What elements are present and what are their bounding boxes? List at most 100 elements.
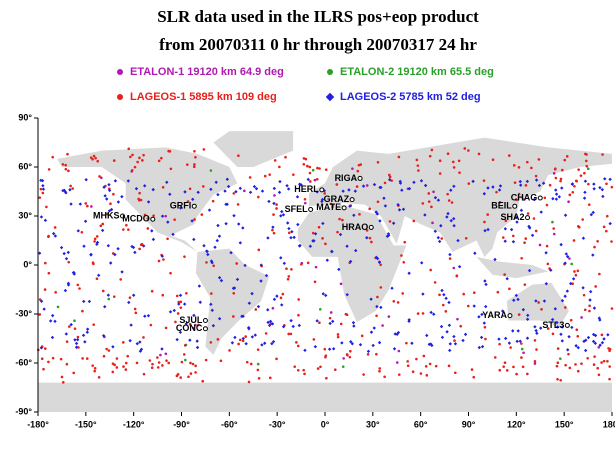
track-dot <box>188 338 192 342</box>
track-dot <box>484 282 488 287</box>
track-dot <box>597 346 601 349</box>
track-dot <box>576 269 580 273</box>
track-dot <box>115 357 119 360</box>
landmass <box>297 204 407 323</box>
track-dot <box>168 310 173 314</box>
track-dot <box>182 353 186 356</box>
track-dot <box>152 214 155 217</box>
track-dot <box>491 185 495 189</box>
track-dot <box>308 171 312 175</box>
track-dot <box>491 158 495 162</box>
track-dot <box>351 320 356 325</box>
track-dot <box>206 252 210 257</box>
track-dot <box>520 256 523 260</box>
track-dot <box>458 171 461 174</box>
track-dot <box>503 239 507 243</box>
track-dot <box>309 180 312 183</box>
track-dot <box>472 375 476 379</box>
track-dot <box>302 368 305 372</box>
track-dot <box>281 213 286 217</box>
track-dot <box>415 357 418 361</box>
track-dot <box>446 192 449 196</box>
track-dot <box>376 295 379 299</box>
legend-label: ETALON-1 19120 km 64.9 deg <box>130 66 284 78</box>
track-dot <box>244 335 247 338</box>
track-dot <box>587 203 591 206</box>
track-dot <box>91 364 94 367</box>
track-dot <box>177 302 181 306</box>
track-dot <box>39 215 44 219</box>
track-dot <box>204 358 208 362</box>
track-dot <box>507 154 511 157</box>
track-dot <box>81 333 86 338</box>
track-dot <box>95 242 99 246</box>
track-dot <box>549 268 553 272</box>
track-dot <box>183 358 187 362</box>
track-dot <box>252 184 257 189</box>
track-dot <box>86 204 89 208</box>
track-dot <box>376 200 380 204</box>
track-dot <box>450 201 454 204</box>
track-dot <box>99 224 103 228</box>
track-dot <box>457 265 462 269</box>
track-dot <box>183 190 187 194</box>
track-dot <box>69 202 73 206</box>
track-dot <box>565 254 570 259</box>
track-dot <box>90 205 93 208</box>
track-dot <box>297 298 300 301</box>
track-dot <box>410 341 414 345</box>
track-dot <box>107 209 112 213</box>
track-dot <box>281 292 285 296</box>
track-dot <box>407 271 411 275</box>
track-dot <box>440 288 444 293</box>
track-dot <box>124 361 128 365</box>
track-dot <box>477 345 482 350</box>
track-dot <box>89 156 93 159</box>
track-dot <box>555 325 560 329</box>
track-dot <box>427 192 431 195</box>
track-dot <box>237 342 240 346</box>
track-dot <box>257 195 260 199</box>
track-dot <box>286 187 291 191</box>
track-dot <box>585 164 589 168</box>
track-dot <box>250 291 254 296</box>
track-dot <box>601 194 605 199</box>
track-dot <box>519 208 524 213</box>
track-dot <box>553 307 558 311</box>
legend-marker <box>117 69 123 75</box>
track-dot <box>324 242 327 246</box>
track-dot <box>209 169 213 172</box>
track-dot <box>78 287 81 290</box>
track-dot <box>100 228 105 233</box>
track-dot <box>92 154 96 158</box>
track-dot <box>383 375 386 379</box>
track-dot <box>392 299 396 303</box>
track-dot <box>43 218 48 223</box>
track-dot <box>436 235 440 240</box>
track-dot <box>45 205 48 209</box>
track-dot <box>467 149 470 152</box>
track-dot <box>303 197 307 201</box>
track-dot <box>515 372 518 376</box>
track-dot <box>336 230 339 234</box>
track-dot <box>390 286 394 290</box>
track-dot <box>209 341 213 344</box>
track-dot <box>470 368 474 371</box>
track-dot <box>133 250 137 255</box>
track-dot <box>462 292 465 296</box>
track-dot <box>565 289 570 293</box>
track-dot <box>477 315 481 319</box>
track-dot <box>341 189 345 193</box>
track-dot <box>295 195 300 199</box>
track-dot <box>567 352 570 356</box>
track-dot <box>335 183 339 186</box>
track-dot <box>232 315 235 318</box>
track-dot <box>482 321 486 325</box>
track-dot <box>594 285 597 288</box>
track-dot <box>107 297 111 301</box>
track-dot <box>456 317 459 321</box>
track-dot <box>179 300 183 304</box>
track-dot <box>107 349 111 352</box>
track-dot <box>93 366 97 370</box>
track-dot <box>78 202 83 206</box>
